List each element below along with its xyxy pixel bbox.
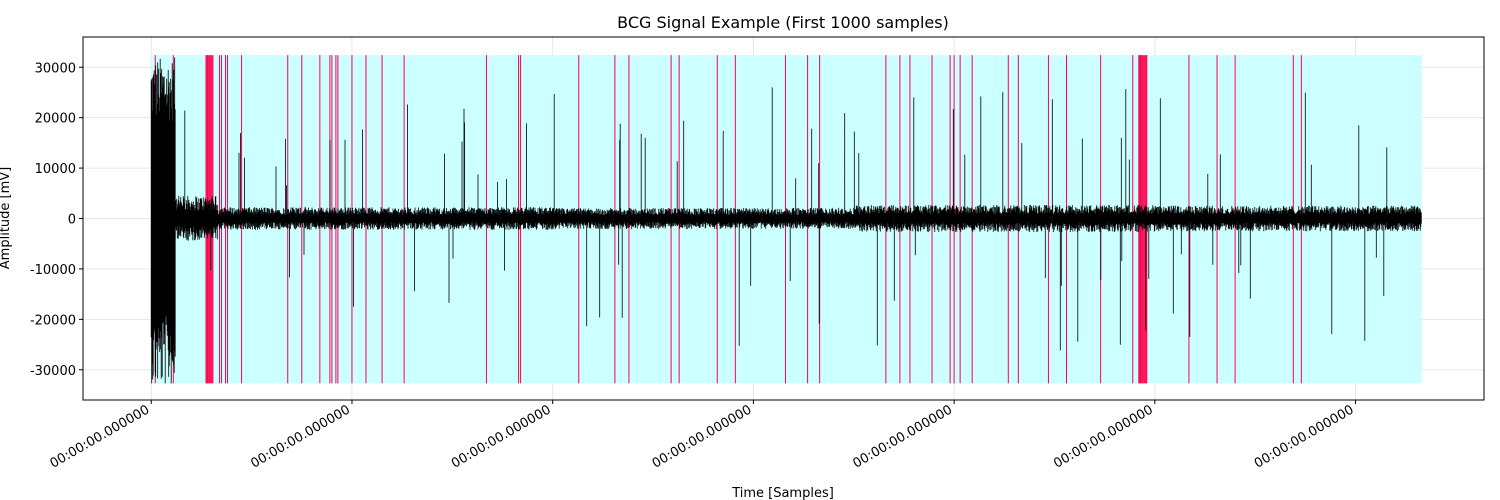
x-tick-label-1: 00:00:00.000000	[248, 402, 353, 471]
y-tick-label-3: 0	[68, 213, 76, 228]
x-tick-label-3: 00:00:00.000000	[650, 402, 755, 471]
y-tick-label-0: -30000	[30, 364, 76, 379]
y-axis: -30000 -20000 -10000 0 10000 20000 30000	[30, 61, 83, 379]
x-axis: 00:00:00.000000 00:00:00.000000 00:00:00.0…	[48, 400, 1357, 472]
chart-title: BCG Signal Example (First 1000 samples)	[617, 13, 949, 32]
signal-line	[150, 57, 1422, 384]
y-tick-label-1: -20000	[30, 313, 76, 328]
y-tick-label-6: 30000	[35, 61, 76, 76]
y-tick-label-4: 10000	[35, 162, 76, 177]
x-tick-label-4: 00:00:00.000000	[850, 402, 955, 471]
x-tick-label-5: 00:00:00.000000	[1051, 402, 1156, 471]
y-tick-label-2: -10000	[30, 263, 76, 278]
x-tick-label-6: 00:00:00.000000	[1252, 402, 1357, 471]
x-tick-label-2: 00:00:00.000000	[449, 402, 554, 471]
y-tick-label-5: 20000	[35, 112, 76, 127]
x-tick-label-0: 00:00:00.000000	[48, 402, 153, 471]
y-axis-label: Amplitude [mV]	[0, 167, 13, 269]
x-axis-label: Time [Samples]	[731, 486, 834, 500]
